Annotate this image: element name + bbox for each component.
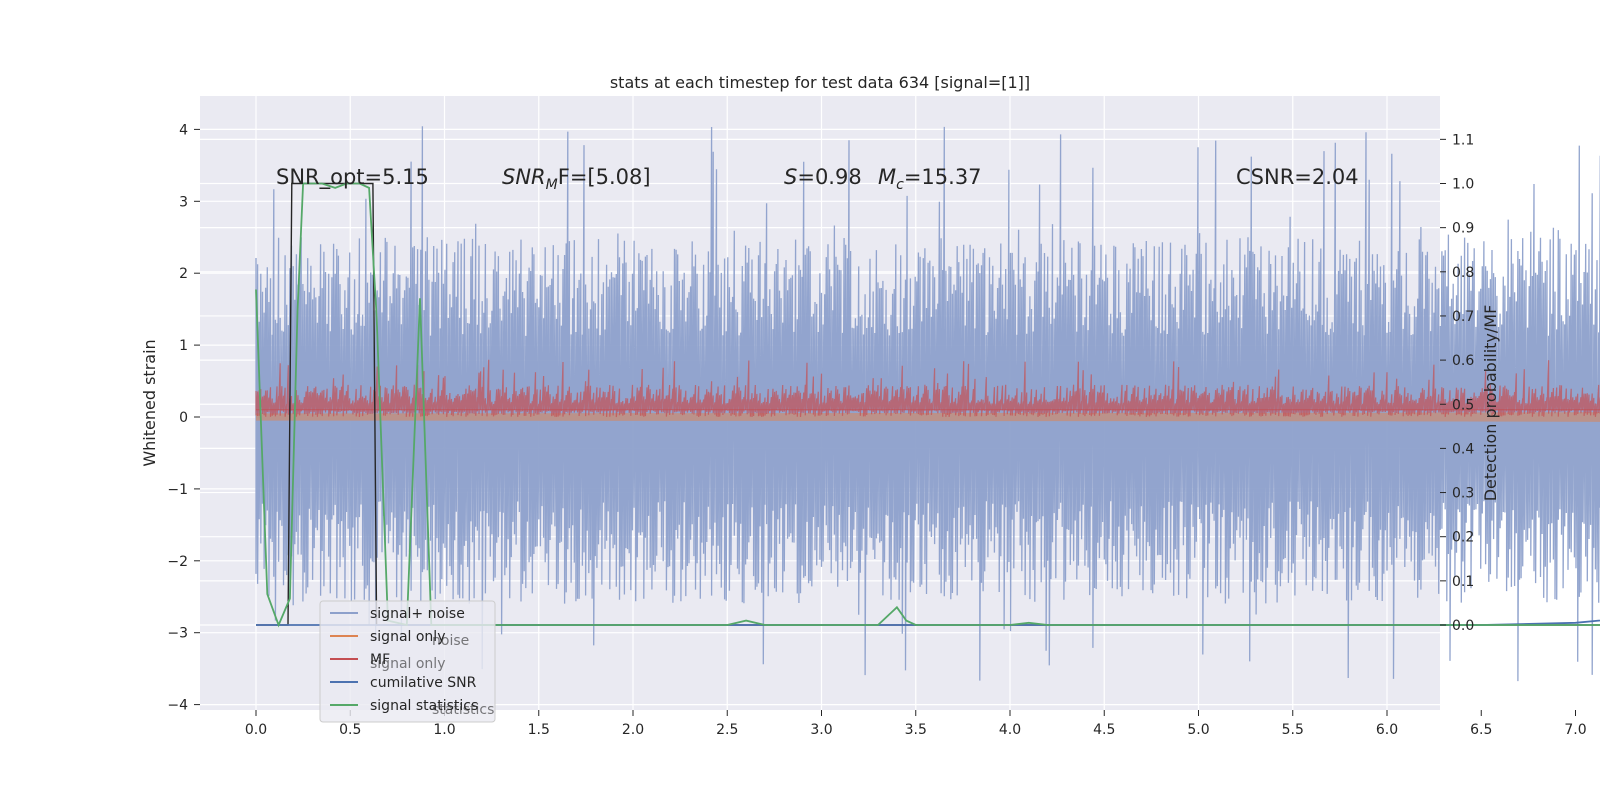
y-tick-label: 1 <box>179 338 188 354</box>
annotation-mc: Mc=15.37 <box>878 165 982 193</box>
x-tick-label: 0.0 <box>245 722 267 738</box>
x-tick-label: 3.5 <box>905 722 927 738</box>
legend-ghost-item: statistics <box>432 702 494 718</box>
x-tick-label: 7.0 <box>1564 722 1586 738</box>
x-tick-label: 6.5 <box>1470 722 1492 738</box>
legend-ghost-item: signal only <box>370 656 445 672</box>
y-tick-label: 0 <box>179 410 188 426</box>
x-tick-label: 2.0 <box>622 722 644 738</box>
y-tick-label: −2 <box>167 554 188 570</box>
y-tick-label: 3 <box>179 194 188 210</box>
legend-label: MF <box>370 652 390 668</box>
y2-tick-label: 1.0 <box>1452 177 1474 193</box>
y2-tick-label: 0.3 <box>1452 486 1474 502</box>
y-tick-label: 4 <box>179 122 188 138</box>
legend-box <box>319 600 496 723</box>
y-tick-label: −3 <box>167 626 188 642</box>
series-signal-noise <box>255 126 1600 682</box>
legend-ghost-text: noise signal only statistics <box>370 633 494 718</box>
y2-tick-label: 0.2 <box>1452 530 1474 546</box>
annotation-s: S=0.98 <box>784 165 862 189</box>
y-tick-label: 2 <box>179 266 188 282</box>
x-tick-label: 6.0 <box>1376 722 1398 738</box>
y2-tick-label: 0.9 <box>1452 221 1474 237</box>
y-axis-label: Whitened strain <box>140 339 159 466</box>
y2-tick-label: 0.5 <box>1452 397 1474 413</box>
x-tick-label: 4.0 <box>999 722 1021 738</box>
x-tick-label: 5.0 <box>1187 722 1209 738</box>
legend-label: signal statistics <box>370 698 478 714</box>
y2-axis-label: Detection probability/MF <box>1481 305 1500 502</box>
x-tick-label: 0.5 <box>339 722 361 738</box>
x-tick-label: 3.0 <box>810 722 832 738</box>
x-tick-label: 1.0 <box>433 722 455 738</box>
y2-tick-label: 0.1 <box>1452 574 1474 590</box>
y-tick-label: −1 <box>167 482 188 498</box>
y2-tick-label: 0.7 <box>1452 309 1474 325</box>
plot-content <box>255 126 1600 682</box>
legend-label: cumilative SNR <box>370 675 477 691</box>
x-tick-label: 2.5 <box>716 722 738 738</box>
annotation-snr-opt: SNR_opt=5.15 <box>276 165 429 190</box>
chart-title: stats at each timestep for test data 634… <box>610 73 1030 92</box>
x-tick-label: 1.5 <box>528 722 550 738</box>
y2-tick-label: 0.4 <box>1452 441 1474 457</box>
series-signal-statistics <box>255 182 1600 628</box>
y2-tick-label: 1.1 <box>1452 132 1474 148</box>
axes: 0.0 0.5 1.0 1.5 2.0 2.5 3.0 3.5 4.0 4.5 5.0 5.5 6.0 6… <box>167 122 1586 738</box>
annotation-csnr: CSNR=2.04 <box>1236 165 1359 189</box>
legend-label: signal only <box>370 629 445 645</box>
annotation-snr-mf: SNRMF=[5.08] <box>502 165 651 193</box>
x-tick-label: 5.5 <box>1282 722 1304 738</box>
x-tick-label: 4.5 <box>1093 722 1115 738</box>
y2-tick-label: 0.6 <box>1452 353 1474 369</box>
y-tick-label: −4 <box>167 698 188 714</box>
legend-label: signal+ noise <box>370 606 465 622</box>
series-mf <box>255 359 1600 418</box>
legend-ghost-item: noise <box>432 633 469 649</box>
y2-tick-label: 0.0 <box>1452 618 1474 634</box>
annotations: SNR_opt=5.15 SNRMF=[5.08] S=0.98 Mc=15.3… <box>276 165 1359 193</box>
y2-tick-label: 0.8 <box>1452 265 1474 281</box>
series-signal-only <box>256 412 1600 422</box>
